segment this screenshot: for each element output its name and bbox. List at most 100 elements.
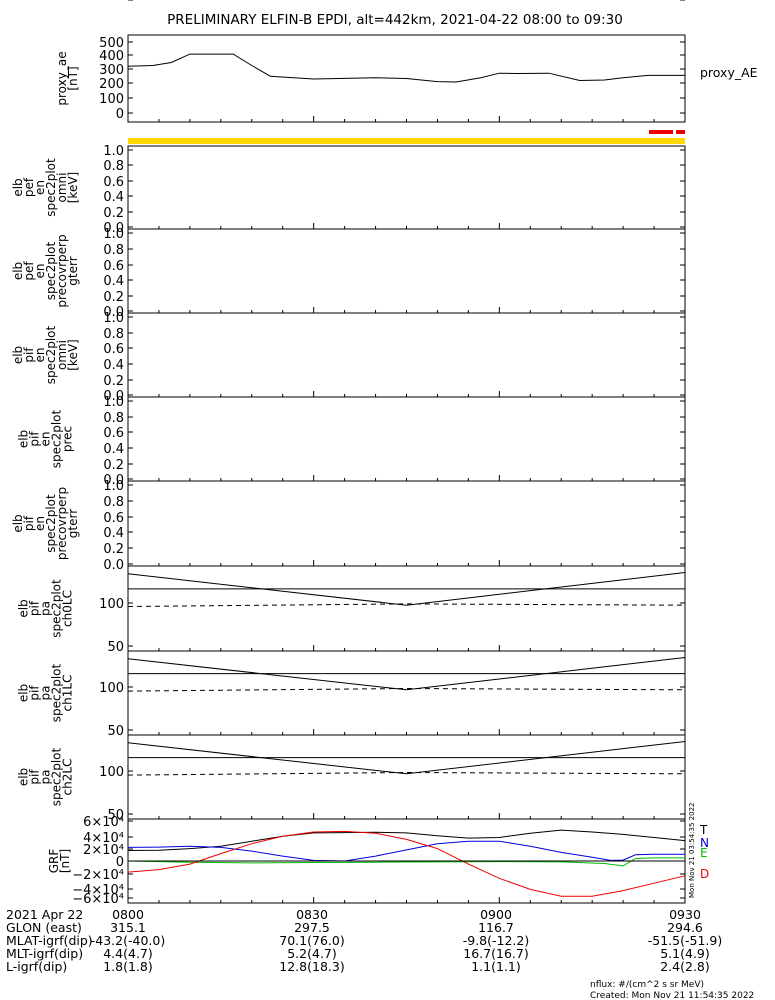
y-axis-label: gterr bbox=[66, 256, 80, 285]
legend-N: N bbox=[700, 836, 709, 850]
y-axis-label: omni bbox=[55, 340, 69, 370]
orbit-row-label: GLON (east) bbox=[6, 920, 82, 935]
orbit-row-value: 315.1 bbox=[110, 920, 146, 935]
orbit-row-value: 70.1(76.0) bbox=[279, 933, 344, 948]
y-axis-label: pif bbox=[28, 431, 42, 447]
y-axis-label: elb bbox=[11, 178, 25, 196]
orbit-row-value: 0900 bbox=[480, 907, 512, 922]
y-tick-label: 50 bbox=[107, 808, 124, 823]
y-tick-label: 0.8 bbox=[103, 159, 124, 174]
series-line bbox=[127, 657, 686, 691]
y-axis-label: en bbox=[33, 180, 47, 195]
side-timestamp: Mon Nov 21 03:54:35 2022 bbox=[688, 803, 696, 898]
y-tick-label: 0.4 bbox=[103, 526, 124, 541]
y-tick-label: 100 bbox=[99, 92, 124, 107]
orbit-row-value: -43.2(-40.0) bbox=[91, 933, 165, 948]
red-status-marker bbox=[649, 130, 673, 134]
orbit-row-value: 12.8(18.3) bbox=[279, 959, 344, 974]
y-tick-label: 0 bbox=[116, 0, 124, 4]
panel-pif_spec2plot_omni: 1.00.80.60.40.20.0 elbpifenspec2plotomni[… bbox=[11, 311, 686, 404]
panel-ch0LC: 100500elbpifpaspec2plotch0LC bbox=[17, 0, 686, 655]
y-axis-label: pa bbox=[39, 601, 53, 616]
y-axis-label: spec2plot bbox=[50, 409, 64, 468]
y-tick-label: 1.0 bbox=[103, 479, 124, 494]
panel-frame bbox=[127, 565, 686, 652]
series-line bbox=[127, 687, 686, 692]
panel-frame bbox=[127, 734, 686, 820]
created-timestamp: Created: Mon Nov 21 11:54:35 2022 bbox=[590, 991, 754, 1000]
orbit-row-value: 1.8(1.8) bbox=[103, 959, 153, 974]
y-axis-label: precovrperp bbox=[55, 487, 69, 560]
y-tick-label: −2×10⁴ bbox=[72, 868, 124, 883]
y-axis-label: gterr bbox=[66, 509, 80, 538]
y-axis-label: [keV] bbox=[66, 339, 80, 370]
y-axis-label: spec2plot bbox=[44, 241, 58, 300]
orbit-row-label: MLAT-igrf(dip) bbox=[6, 933, 93, 948]
y-axis-label: pa bbox=[39, 686, 53, 701]
panel-ch2LC: 100500elbpifpaspec2plotch2LC bbox=[17, 0, 686, 823]
y-tick-label: 0.8 bbox=[103, 411, 124, 426]
y-tick-label: 0.2 bbox=[103, 290, 124, 305]
y-tick-label: 0.6 bbox=[103, 175, 124, 190]
orbit-row-label: 2021 Apr 22 bbox=[6, 907, 83, 922]
panel-pef_spec2plot_omni: 1.00.80.60.40.20.0 elbpefenspec2plotomni[… bbox=[11, 144, 686, 236]
panel-pif_precovrperp: 1.00.80.60.40.20.0 elbpifenspec2plotpreco… bbox=[11, 479, 686, 573]
orbit-row-value: -51.5(-51.9) bbox=[648, 933, 722, 948]
panel-frame bbox=[127, 396, 686, 482]
yellow-status-bar bbox=[128, 138, 685, 144]
y-tick-label: 1.0 bbox=[103, 144, 124, 159]
legend-proxy-ae: proxy_AE bbox=[700, 65, 758, 80]
y-axis-label: ch0LC bbox=[61, 590, 75, 627]
y-tick-label: 0.4 bbox=[103, 358, 124, 373]
units-note: nflux: #/(cm^2 s sr MeV) bbox=[590, 980, 704, 990]
y-tick-label: 0.6 bbox=[103, 511, 124, 526]
y-tick-label: 2×10⁴ bbox=[83, 843, 124, 858]
y-tick-label: 1.0 bbox=[103, 395, 124, 410]
panel-frame bbox=[127, 228, 686, 314]
y-axis-label: GRF bbox=[47, 849, 61, 874]
y-axis-label: [nT] bbox=[58, 849, 72, 873]
y-axis-label: spec2plot bbox=[50, 579, 64, 638]
y-axis-label: prec bbox=[61, 426, 75, 452]
y-tick-label: 6×10⁴ bbox=[83, 815, 124, 830]
y-tick-label: 0.0 bbox=[103, 221, 124, 236]
y-tick-label: 0.2 bbox=[103, 374, 124, 389]
y-axis-label: en bbox=[33, 264, 47, 279]
panel-frame bbox=[127, 480, 686, 567]
y-axis-label: [keV] bbox=[66, 172, 80, 203]
y-tick-label: 0.6 bbox=[103, 342, 124, 357]
y-axis-label: pef bbox=[22, 261, 36, 281]
orbit-row-value: 0830 bbox=[296, 907, 328, 922]
y-tick-label: 100 bbox=[99, 681, 124, 696]
orbit-row-value: 0930 bbox=[669, 907, 701, 922]
orbit-row-value: 116.7 bbox=[478, 920, 514, 935]
y-axis-label: elb bbox=[11, 514, 25, 532]
series-line bbox=[127, 741, 686, 775]
y-tick-label: 200 bbox=[99, 77, 124, 92]
y-tick-label: 0.6 bbox=[103, 426, 124, 441]
y-tick-label: 0 bbox=[116, 0, 124, 4]
y-tick-label: 100 bbox=[99, 597, 124, 612]
panel-frame bbox=[127, 145, 686, 230]
y-axis-label: pa bbox=[39, 770, 53, 785]
series-line-N bbox=[127, 840, 685, 862]
y-tick-label: 50 bbox=[107, 640, 124, 655]
panel-frame bbox=[127, 312, 686, 398]
y-tick-label: 0.2 bbox=[103, 206, 124, 221]
y-axis-label: spec2plot bbox=[44, 158, 58, 217]
y-axis-label: pef bbox=[22, 177, 36, 197]
y-axis-label: ch2LC bbox=[61, 759, 75, 796]
series-line-E bbox=[127, 857, 685, 867]
orbit-row-value: 5.1(4.9) bbox=[660, 946, 710, 961]
y-tick-label: 50 bbox=[107, 724, 124, 739]
y-tick-label: 0.0 bbox=[103, 473, 124, 488]
y-tick-label: 100 bbox=[99, 765, 124, 780]
y-axis-label: precovrperp bbox=[55, 234, 69, 307]
panel-pef_precovrperp: 1.00.80.60.40.20.0 elbpefenspec2plotpreco… bbox=[11, 227, 686, 320]
orbit-row-value: 297.5 bbox=[294, 920, 330, 935]
y-axis-label: spec2plot bbox=[44, 325, 58, 384]
